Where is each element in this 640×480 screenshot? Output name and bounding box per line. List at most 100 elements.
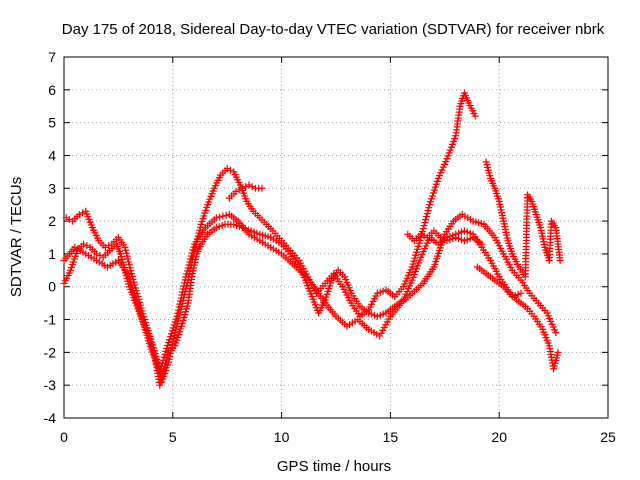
data-point xyxy=(471,112,479,120)
data-point xyxy=(156,368,164,376)
y-tick-label: -2 xyxy=(44,344,57,360)
data-point xyxy=(190,243,198,251)
data-point xyxy=(160,353,168,361)
data-point xyxy=(161,350,169,358)
data-point xyxy=(440,235,448,243)
data-point xyxy=(165,355,173,363)
data-point xyxy=(212,214,220,222)
data-point xyxy=(174,306,182,314)
data-point xyxy=(168,340,176,348)
data-point xyxy=(80,240,88,248)
x-tick-label: 20 xyxy=(491,429,507,445)
data-point xyxy=(238,184,246,192)
data-point xyxy=(412,251,420,259)
x-axis-label: GPS time / hours xyxy=(277,458,391,475)
data-point xyxy=(413,248,421,256)
data-point xyxy=(187,255,195,263)
data-point xyxy=(235,186,243,194)
y-tick-label: -1 xyxy=(44,312,57,328)
data-point xyxy=(158,359,166,367)
data-point xyxy=(423,210,431,218)
data-point xyxy=(422,216,430,224)
data-point xyxy=(177,294,185,302)
data-point xyxy=(517,289,525,297)
x-tick-label: 15 xyxy=(383,429,399,445)
data-point xyxy=(185,261,193,269)
data-point xyxy=(245,181,253,189)
data-point xyxy=(159,356,167,364)
x-tick-label: 25 xyxy=(600,429,616,445)
data-point xyxy=(436,234,444,241)
data-point xyxy=(174,309,182,317)
data-point xyxy=(179,288,187,296)
data-point xyxy=(415,239,423,247)
data-point xyxy=(222,211,230,219)
y-tick-label: -4 xyxy=(44,410,57,426)
data-point xyxy=(420,222,428,230)
data-point xyxy=(157,365,165,373)
data-point xyxy=(168,343,176,351)
y-tick-label: 0 xyxy=(48,279,56,295)
data-point xyxy=(62,214,70,222)
data-point xyxy=(105,242,113,250)
data-point xyxy=(162,347,170,355)
data-point xyxy=(181,279,189,287)
data-point xyxy=(177,297,184,305)
data-point xyxy=(413,245,421,253)
data-point xyxy=(179,285,187,293)
data-point xyxy=(552,329,560,337)
data-point xyxy=(219,212,227,220)
y-tick-label: -3 xyxy=(44,377,57,393)
data-point xyxy=(408,263,416,271)
data-point xyxy=(175,303,183,311)
data-point xyxy=(93,250,101,258)
series-track-3 xyxy=(60,211,560,376)
data-point xyxy=(478,240,486,248)
data-point xyxy=(166,352,174,360)
data-point xyxy=(258,184,266,192)
data-point xyxy=(184,264,192,272)
y-tick-label: 7 xyxy=(48,49,56,65)
data-point xyxy=(425,204,433,212)
data-point xyxy=(164,341,172,349)
y-axis-label: SDTVAR / TECUs xyxy=(8,177,25,297)
data-point xyxy=(75,211,83,219)
data-point xyxy=(187,252,195,260)
data-point xyxy=(422,213,430,221)
y-tick-label: 6 xyxy=(48,82,56,98)
data-point xyxy=(188,249,196,257)
data-point xyxy=(164,358,172,366)
data-point xyxy=(163,344,171,352)
data-point xyxy=(189,246,197,254)
data-point xyxy=(182,273,190,281)
data-point xyxy=(181,276,189,284)
y-tick-label: 4 xyxy=(48,147,56,163)
data-point xyxy=(166,349,174,357)
data-point xyxy=(183,270,191,278)
data-point xyxy=(173,312,181,320)
data-point xyxy=(410,257,418,265)
series-track-4 xyxy=(225,158,564,301)
x-tick-label: 5 xyxy=(169,429,177,445)
data-point xyxy=(78,209,86,217)
data-point xyxy=(242,183,250,191)
data-points xyxy=(60,89,564,389)
data-point xyxy=(421,219,429,227)
data-point xyxy=(248,183,256,191)
plot-area xyxy=(63,56,609,419)
data-point xyxy=(167,346,175,354)
chart-title: Day 175 of 2018, Sidereal Day-to-day VTE… xyxy=(62,21,605,38)
data-point xyxy=(419,225,427,233)
axis-ticks: 0 5 10 15 20 25 -4 -3 -2 -1 0 1 2 3 4 5 6 7 xyxy=(44,49,616,445)
data-point xyxy=(169,338,177,346)
data-point xyxy=(424,207,432,215)
data-point xyxy=(554,348,562,356)
data-point xyxy=(178,291,186,299)
data-point xyxy=(183,267,191,275)
data-point xyxy=(411,254,419,262)
data-point xyxy=(223,165,231,173)
data-point xyxy=(186,258,194,266)
data-point xyxy=(409,260,417,268)
y-tick-label: 1 xyxy=(48,246,56,262)
